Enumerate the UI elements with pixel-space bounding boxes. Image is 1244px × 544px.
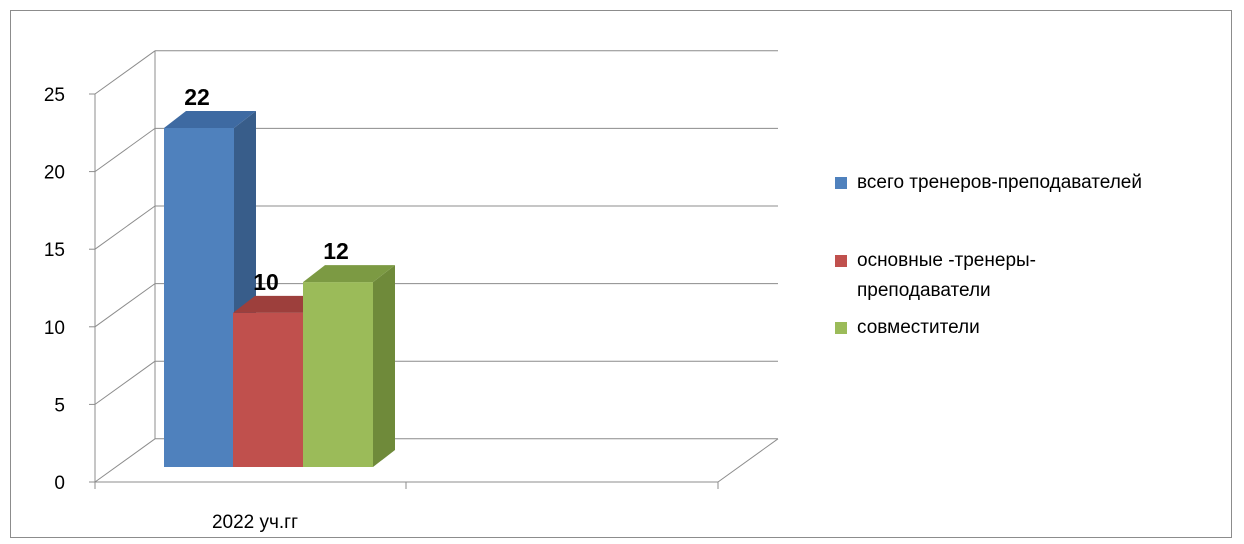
legend-swatch-part-time <box>835 322 847 334</box>
legend-label-part-time: совместители <box>857 317 980 338</box>
side-gridline-1 <box>94 360 156 405</box>
side-gridline-0 <box>94 438 156 483</box>
legend-item-total: всего тренеров-преподавателей <box>835 168 1235 198</box>
y-tick-label-2: 10 <box>44 318 65 339</box>
legend-label-main: основные -тренеры-преподаватели <box>857 250 1036 301</box>
y-tick-label-1: 5 <box>54 395 65 416</box>
side-gridline-2 <box>94 283 156 328</box>
data-label-1: 10 <box>253 269 279 295</box>
bar-2 <box>303 282 373 467</box>
legend-item-main: основные -тренеры-преподаватели <box>835 246 1157 306</box>
y-tick-label-3: 15 <box>44 240 65 261</box>
bar-1 <box>233 312 303 467</box>
legend-swatch-total <box>835 177 847 189</box>
bars <box>164 111 395 467</box>
data-label-0: 22 <box>184 84 210 110</box>
bar-top-2 <box>303 265 395 283</box>
floor-right-edge <box>717 438 779 483</box>
axes <box>89 50 779 489</box>
bar-top-1 <box>233 295 325 313</box>
bar-0 <box>164 128 234 467</box>
y-tick-label-4: 20 <box>44 163 65 184</box>
x-tick-label-0: 2022 уч.гг <box>212 512 298 533</box>
y-tick-label-5: 25 <box>44 85 65 106</box>
legend-label-total: всего тренеров-преподавателей <box>857 172 1142 193</box>
bar-top-0 <box>164 111 256 128</box>
side-gridline-5 <box>94 50 156 95</box>
side-gridline-3 <box>94 205 156 250</box>
y-tick-label-0: 0 <box>54 473 65 494</box>
legend-item-part-time: совместители <box>835 313 1235 343</box>
tick-labels: 0 5 10 15 20 25 2022 уч.гг 22 10 12 <box>44 84 349 533</box>
bar-side-2 <box>373 265 395 467</box>
side-gridline-4 <box>94 127 156 173</box>
data-label-2: 12 <box>323 238 349 264</box>
legend: всего тренеров-преподавателей основные -… <box>835 168 1235 343</box>
legend-swatch-main <box>835 255 847 267</box>
